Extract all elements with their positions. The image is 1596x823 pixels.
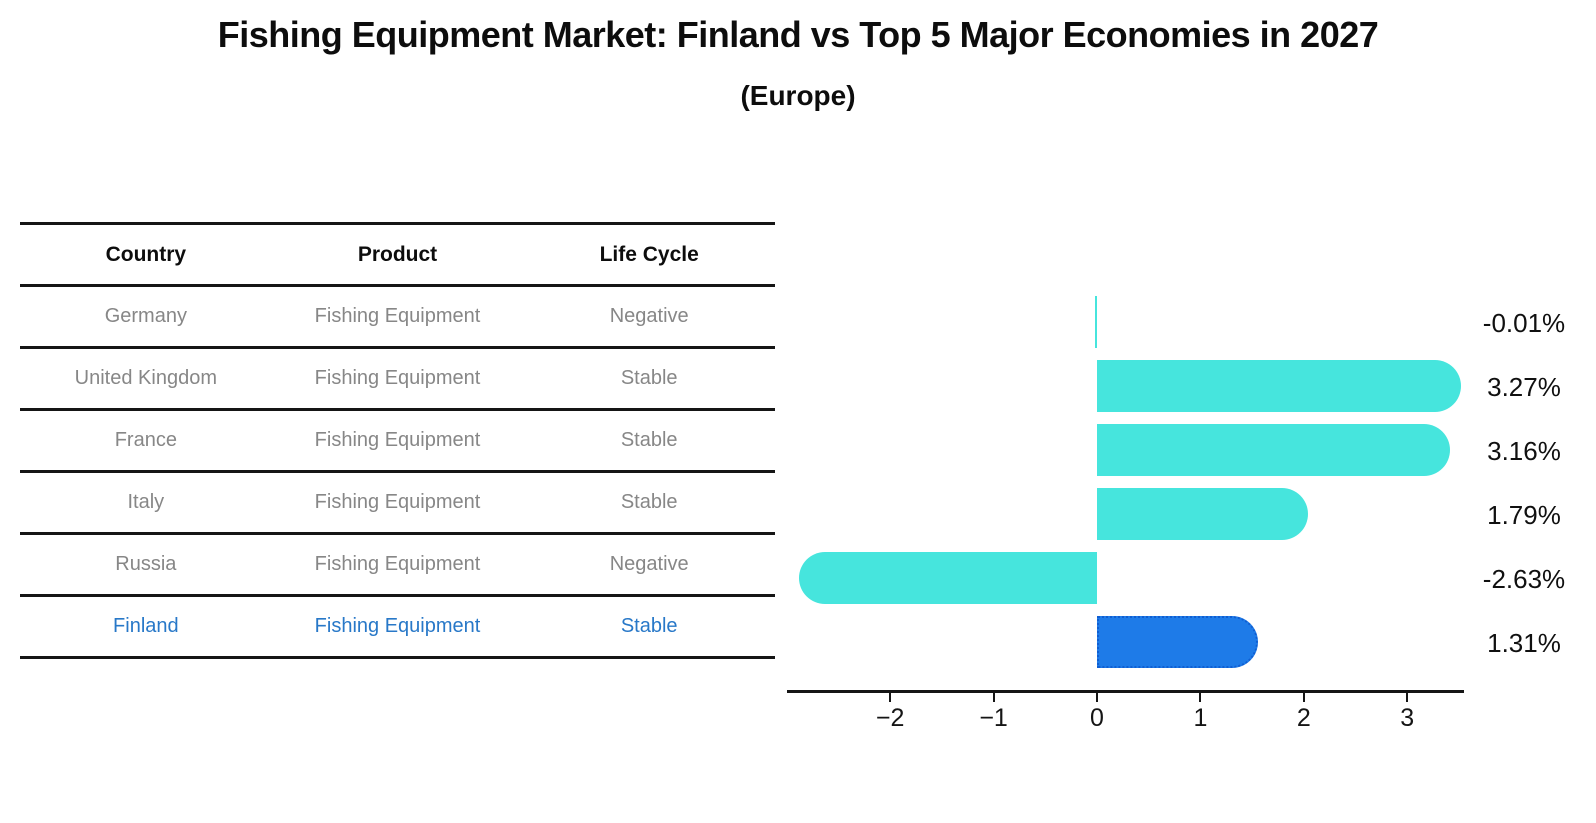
- x-axis-tick: [1096, 693, 1098, 702]
- cell-country: Russia: [115, 553, 177, 575]
- value-label-italy: 1.79%: [1487, 500, 1561, 530]
- cell-product: Fishing Equipment: [314, 367, 481, 389]
- x-axis-tick-label: 1: [1193, 704, 1208, 732]
- x-axis-tick: [889, 693, 892, 702]
- table-row-finland: Finland Fishing Equipment Stable: [20, 597, 775, 659]
- cell-country: United Kingdom: [74, 367, 217, 389]
- bar-germany: [1094, 296, 1097, 348]
- cell-life-cycle: Negative: [609, 553, 689, 575]
- cell-life-cycle: Negative: [609, 305, 689, 327]
- table-header-row: Country Product Life Cycle: [20, 225, 775, 287]
- cell-life-cycle: Stable: [620, 615, 678, 637]
- value-label-france: 3.16%: [1487, 436, 1561, 466]
- column-header-country: Country: [105, 242, 187, 266]
- x-axis-tick-label: −2: [875, 704, 905, 732]
- table-row-italy: Italy Fishing Equipment Stable: [20, 473, 775, 535]
- country-table: Country Product Life Cycle Germany Fishin…: [20, 222, 775, 659]
- bar-finland: [1097, 616, 1259, 668]
- x-axis-tick: [1406, 693, 1409, 702]
- cell-country: France: [114, 429, 177, 451]
- table-body: Germany Fishing Equipment Negative United K…: [20, 287, 775, 659]
- cell-product: Fishing Equipment: [314, 305, 481, 327]
- cell-product: Fishing Equipment: [314, 491, 481, 513]
- cell-product: Fishing Equipment: [314, 615, 481, 637]
- x-axis-line: [786, 690, 1465, 693]
- bar-france: [1097, 424, 1450, 476]
- x-axis-tick-label: −1: [979, 704, 1008, 732]
- cell-country: Finland: [113, 615, 179, 637]
- table-row-germany: Germany Fishing Equipment Negative: [20, 287, 775, 349]
- table-row-united-kingdom: United Kingdom Fishing Equipment Stable: [20, 349, 775, 411]
- value-label-united-kingdom: 3.27%: [1487, 372, 1561, 402]
- cell-product: Fishing Equipment: [314, 429, 481, 451]
- table-row-france: France Fishing Equipment Stable: [20, 411, 775, 473]
- value-label-finland: 1.31%: [1487, 628, 1561, 658]
- cell-life-cycle: Stable: [620, 491, 678, 513]
- cell-country: Germany: [104, 305, 187, 327]
- cell-product: Fishing Equipment: [314, 553, 481, 575]
- column-header-product: Product: [357, 242, 438, 266]
- x-axis-tick: [1199, 693, 1202, 702]
- bar-united-kingdom: [1097, 360, 1462, 412]
- value-label-germany: -0.01%: [1482, 308, 1566, 338]
- chart-title: Fishing Equipment Market: Finland vs Top…: [217, 14, 1379, 55]
- bar-russia: [799, 552, 1097, 604]
- x-axis-tick-label: 0: [1090, 704, 1104, 732]
- table-row-russia: Russia Fishing Equipment Negative: [20, 535, 775, 597]
- x-axis-tick-label: 2: [1296, 704, 1311, 732]
- cell-life-cycle: Stable: [620, 367, 678, 389]
- cell-country: Italy: [127, 491, 165, 513]
- x-axis-tick: [992, 693, 995, 702]
- column-header-life-cycle: Life Cycle: [599, 242, 699, 266]
- cell-life-cycle: Stable: [620, 429, 678, 451]
- value-label-russia: -2.63%: [1482, 564, 1566, 594]
- bar-italy: [1097, 488, 1309, 540]
- x-axis-tick: [1302, 693, 1305, 702]
- chart-subtitle: (Europe): [740, 80, 856, 111]
- x-axis-tick-label: 3: [1400, 704, 1415, 732]
